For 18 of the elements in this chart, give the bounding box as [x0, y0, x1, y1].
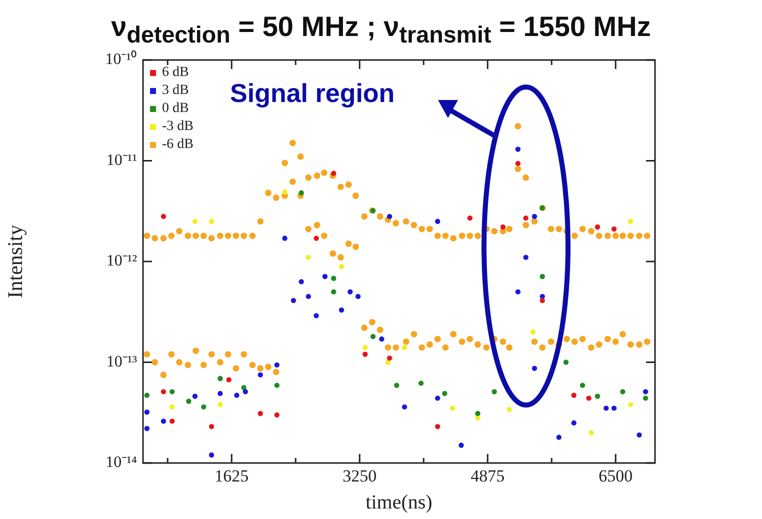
annotation: Signal region: [230, 78, 395, 109]
chart-title: ν$_{detection}$ = 50 MHz ; ν$_{transmit}$ = 1550 MHz: [110, 10, 652, 50]
x-tick-label: 1625: [214, 466, 249, 486]
legend-label: 0 dB: [162, 100, 189, 118]
x-tick-label: 3250: [342, 466, 377, 486]
x-tick-label: 6500: [598, 466, 633, 486]
y-tick-label: 10⁻¹⁴: [106, 454, 138, 472]
x-axis-title: time(ns): [366, 491, 432, 514]
y-tick-label: 10⁻¹⁰: [105, 50, 137, 68]
y-tick-label: 10⁻¹¹: [106, 152, 138, 169]
legend-label: -6 dB: [162, 136, 194, 154]
x-tick-label: 4875: [470, 466, 505, 486]
legend-label: 3 dB: [162, 82, 189, 100]
y-axis-title: Intensity: [3, 224, 28, 298]
y-tick-label: 10⁻¹³: [106, 353, 138, 370]
legend-label: 6 dB: [162, 64, 189, 82]
legend-label: -3 dB: [162, 118, 194, 136]
y-tick-label: 10⁻¹²: [106, 252, 138, 270]
